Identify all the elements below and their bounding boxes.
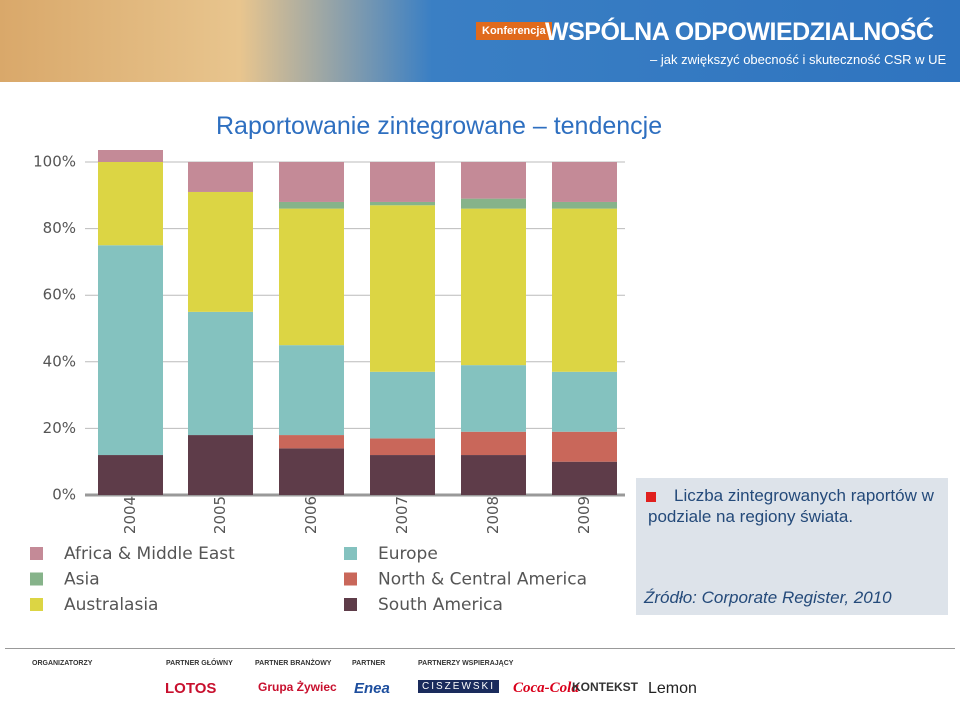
note-text: Liczba zintegrowanych raportów w podzial…: [648, 486, 934, 526]
bar-segment: [279, 435, 344, 449]
slide-title: Raportowanie zintegrowane – tendencje: [216, 112, 663, 140]
x-tick-label: 2004: [121, 496, 139, 534]
legend-label: South America: [378, 595, 503, 615]
footer-logo: CISZEWSKI: [418, 680, 500, 693]
bar-segment: [279, 448, 344, 495]
x-tick-label: 2009: [575, 496, 593, 534]
bar-segment: [370, 371, 435, 439]
legend-label: Europe: [378, 544, 438, 564]
banner-tag: Konferencja: [476, 22, 552, 40]
bar-segment: [370, 201, 435, 206]
y-tick-label: 60%: [43, 286, 76, 304]
y-tick-label: 20%: [43, 419, 76, 437]
bar-segment: [279, 162, 344, 202]
legend-label: North & Central America: [378, 570, 587, 590]
y-tick-label: 40%: [43, 352, 76, 370]
bar-segment: [98, 455, 163, 495]
legend-swatch: [344, 572, 357, 586]
bar-segment: [552, 461, 617, 495]
footer-logo: Enea: [354, 680, 390, 697]
bar-segment: [461, 455, 526, 495]
bar-segment: [461, 365, 526, 432]
legend-label: Australasia: [64, 595, 158, 615]
banner: Konferencja WSPÓLNA ODPOWIEDZIALNOŚĆ – j…: [0, 0, 960, 82]
bar-segment: [98, 245, 163, 456]
footer-logo: KONTEKST: [572, 680, 638, 694]
bar-segment: [188, 191, 253, 312]
footer-logo: Grupa Żywiec: [258, 680, 337, 694]
bar-segment: [370, 455, 435, 495]
x-tick-label: 2005: [211, 496, 229, 534]
bar-segment: [188, 162, 253, 192]
bar-segment: [552, 208, 617, 372]
y-tick-label: 100%: [33, 153, 76, 171]
banner-subtitle: – jak zwiększyć obecność i skuteczność C…: [650, 52, 947, 67]
note-box: Liczba zintegrowanych raportów w podzial…: [636, 478, 948, 615]
footer-label: PARTNERZY WSPIERAJĄCY: [418, 660, 514, 667]
x-tick-label: 2006: [302, 496, 320, 534]
footer: ORGANIZATORZY PARTNER GŁÓWNY PARTNER BRANŻ…: [0, 650, 960, 707]
bar-segment: [279, 208, 344, 346]
footer-logo: LOTOS: [165, 680, 217, 697]
bar-segment: [279, 345, 344, 436]
bar-segment: [461, 162, 526, 199]
footer-logo: Coca-Cola: [513, 680, 579, 696]
footer-logo: Lemon: [648, 680, 697, 697]
note-marker: [646, 492, 656, 502]
legend-swatch: [344, 598, 357, 611]
legend-swatch: [30, 547, 43, 560]
bar-segment: [370, 162, 435, 202]
bar-segment: [370, 438, 435, 456]
legend-label: Asia: [64, 570, 100, 590]
footer-label: PARTNER BRANŻOWY: [255, 660, 332, 667]
footer-label: PARTNER GŁÓWNY: [166, 660, 233, 667]
bar-segment: [188, 311, 253, 436]
legend-swatch: [30, 598, 43, 611]
footer-label: ORGANIZATORZY: [32, 660, 93, 667]
bar-segment: [279, 201, 344, 209]
legend-swatch: [30, 572, 43, 586]
footer-rule: [5, 648, 955, 649]
bar-segment: [552, 201, 617, 209]
bar-segment: [552, 431, 617, 462]
note-source: Źródło: Corporate Register, 2010: [644, 588, 892, 607]
bar-segment: [98, 162, 163, 246]
banner-title: WSPÓLNA ODPOWIEDZIALNOŚĆ: [545, 18, 934, 46]
bar-segment: [98, 150, 163, 162]
bar-segment: [461, 198, 526, 209]
footer-label: PARTNER: [352, 660, 386, 667]
bar-segment: [461, 431, 526, 456]
x-tick-label: 2008: [484, 496, 502, 534]
bar-segment: [552, 162, 617, 202]
legend-swatch: [344, 547, 357, 560]
bar-segment: [188, 435, 253, 495]
x-tick-label: 2007: [393, 496, 411, 534]
legend-label: Africa & Middle East: [64, 544, 235, 564]
y-tick-label: 80%: [43, 219, 76, 237]
bar-segment: [370, 205, 435, 372]
bar-segment: [461, 208, 526, 366]
bar-segment: [552, 371, 617, 432]
chart: 0% 20% 40% 60% 80% 100% 2004 2005 2006 2007 2008 20…: [30, 150, 625, 615]
y-tick-label: 0%: [52, 486, 76, 504]
